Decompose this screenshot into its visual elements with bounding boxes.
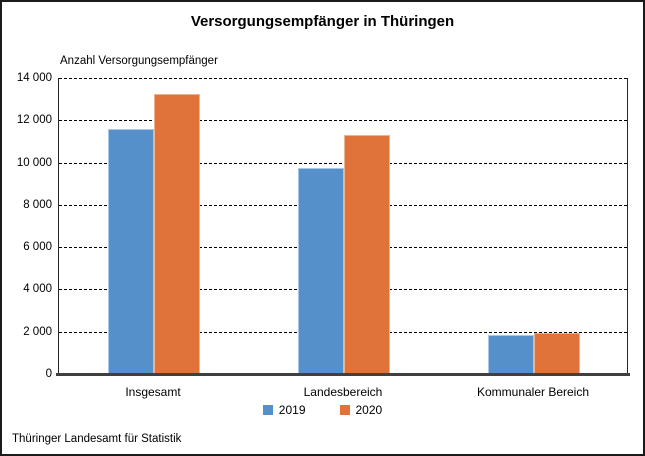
- x-tick-label-kommunaler-bereich: Kommunaler Bereich: [476, 385, 590, 399]
- chart-title: Versorgungsempfänger in Thüringen: [190, 13, 455, 30]
- legend-item-2020: 2020: [339, 403, 383, 417]
- x-axis-line: [56, 373, 630, 376]
- plot-area: [58, 78, 628, 374]
- bar-2019-kommunaler-bereich: [488, 334, 534, 374]
- legend-swatch-icon: [262, 405, 273, 415]
- gridline: [59, 120, 627, 122]
- legend-label: 2020: [355, 403, 383, 417]
- legend-item-2019: 2019: [262, 403, 306, 417]
- bar-2019-insgesamt: [108, 128, 154, 374]
- legend-label: 2019: [278, 403, 306, 417]
- y-tick-label: 10 000: [16, 156, 52, 169]
- y-tick-label: 8 000: [23, 198, 52, 211]
- y-axis-title: Anzahl Versorgungsempfänger: [60, 55, 218, 67]
- y-tick-label: 12 000: [16, 114, 52, 127]
- gridline: [59, 162, 627, 164]
- y-tick-label: 4 000: [23, 283, 52, 296]
- y-tick-label: 6 000: [23, 241, 52, 254]
- x-tick-label-landesbereich: Landesbereich: [303, 385, 383, 399]
- y-tick-label: 14 000: [16, 72, 52, 84]
- bar-2019-landesbereich: [298, 167, 344, 374]
- bar-2020-kommunaler-bereich: [534, 332, 580, 374]
- gridline: [59, 78, 627, 79]
- y-tick-label: 0: [45, 368, 52, 380]
- legend: 2019 2020: [2, 403, 643, 417]
- bar-2020-landesbereich: [344, 135, 390, 374]
- x-tick-label-insgesamt: Insgesamt: [125, 385, 181, 399]
- legend-swatch-icon: [339, 405, 350, 415]
- source-note: Thüringer Landesamt für Statistik: [12, 433, 182, 445]
- y-tick-label: 2 000: [23, 325, 52, 338]
- bar-2020-insgesamt: [154, 93, 200, 374]
